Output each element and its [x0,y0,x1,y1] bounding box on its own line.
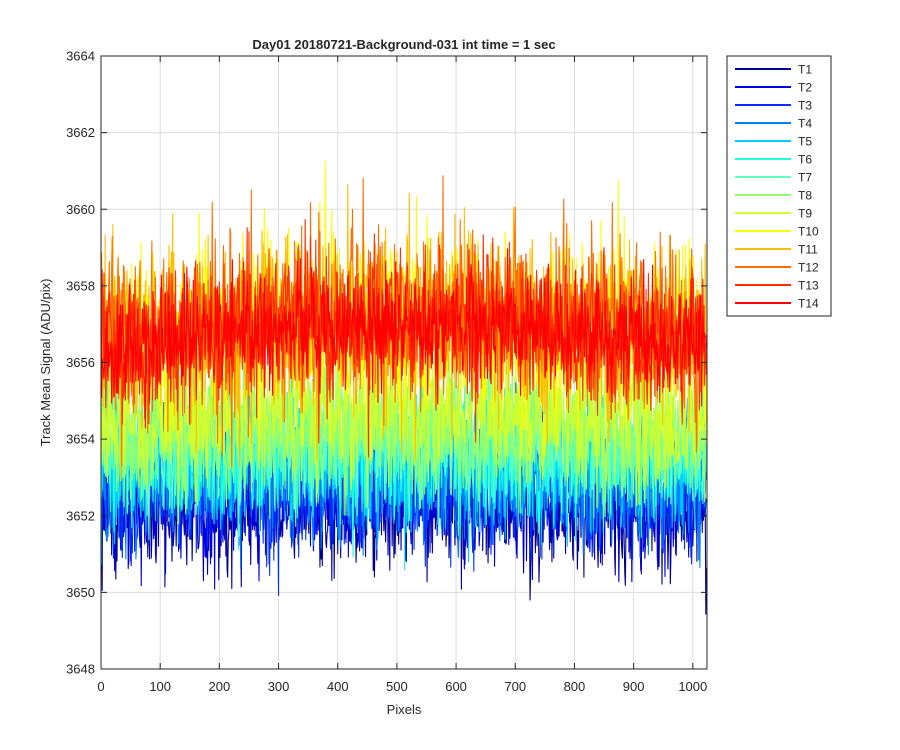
legend-label: T11 [798,243,818,257]
series-layer [101,160,707,615]
x-axis-label: Pixels [387,702,422,717]
legend-label: T3 [798,99,812,113]
legend-label: T14 [798,297,819,311]
legend-label: T4 [798,117,812,131]
legend-label: T13 [798,279,819,293]
y-tick-label: 3658 [66,278,95,293]
legend-label: T6 [798,153,812,167]
x-tick-label: 500 [386,679,408,694]
y-tick-label: 3654 [66,432,95,447]
chart-title: Day01 20180721-Background-031 int time =… [252,37,555,52]
x-tick-label: 600 [445,679,467,694]
legend-label: T8 [798,189,812,203]
x-tick-label: 100 [149,679,171,694]
legend-label: T7 [798,171,812,185]
x-tick-label: 200 [209,679,231,694]
legend[interactable]: T1 T2 T3 T4 T5 T6 T7 T8 T9 T10 T11 T12 T13 T14 [726,55,832,317]
legend-box [726,55,832,317]
series-line-t14 [101,248,707,429]
y-tick-label: 3664 [66,49,95,64]
y-tick-label: 3662 [66,125,95,140]
legend-label: T1 [798,63,812,77]
y-tick-label: 3652 [66,508,95,523]
legend-label: T10 [798,225,819,239]
series-line-t13 [101,218,707,458]
y-tick-label: 3660 [66,202,95,217]
x-tick-label: 300 [268,679,290,694]
y-axis-label: Track Mean Signal (ADU/pix) [38,279,53,447]
y-tick-label: 3650 [66,585,95,600]
x-tick-label: 1000 [678,679,707,694]
legend-label: T2 [798,81,812,95]
series-line-t9 [101,304,707,524]
x-tick-label: 900 [623,679,645,694]
y-tick-label: 3656 [66,355,95,370]
legend-label: T5 [798,135,812,149]
legend-label: T9 [798,207,812,221]
x-tick-label: 800 [564,679,586,694]
y-tick-label: 3648 [66,662,95,677]
legend-label: T12 [798,261,819,275]
x-tick-label: 0 [97,679,104,694]
axes: 0 100 200 300 400 500 600 700 800 900 1000 3648 3650… [66,49,707,695]
x-tick-label: 400 [327,679,349,694]
x-tick-label: 700 [504,679,526,694]
